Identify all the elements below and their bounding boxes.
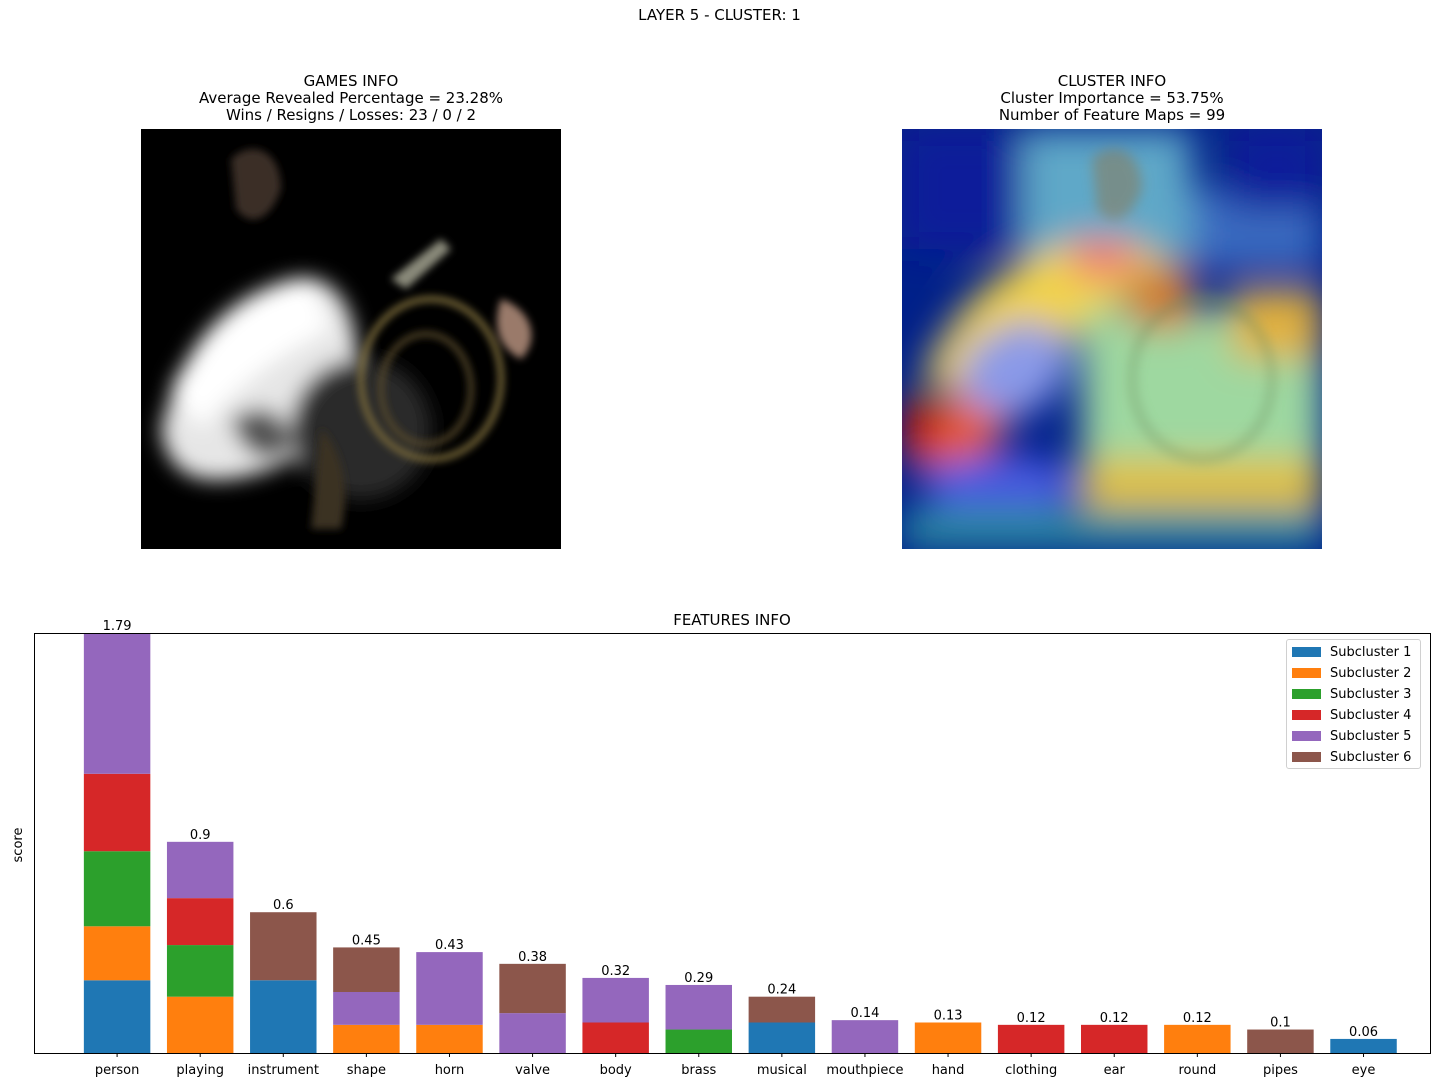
legend-item-subcluster-5: Subcluster 5 bbox=[1292, 728, 1411, 744]
x-tick-label-hand: hand bbox=[932, 1063, 965, 1078]
bar-value-label-hand: 0.13 bbox=[934, 1008, 963, 1023]
x-tick-label-mouthpiece: mouthpiece bbox=[826, 1063, 903, 1078]
bar-segment-shape-subcluster-2 bbox=[333, 1024, 400, 1053]
bar-segment-eye-subcluster-1 bbox=[1330, 1038, 1397, 1053]
x-tick-label-person: person bbox=[95, 1063, 140, 1078]
bar-value-label-musical: 0.24 bbox=[767, 983, 796, 998]
wins-resigns-losses-text: Wins / Resigns / Losses: 23 / 0 / 2 bbox=[225, 106, 477, 124]
bar-segment-valve-subcluster-5 bbox=[499, 1013, 566, 1053]
legend-swatch-subcluster-1 bbox=[1292, 647, 1321, 657]
bar-segment-musical-subcluster-6 bbox=[748, 996, 816, 1023]
legend-swatch-subcluster-6 bbox=[1292, 752, 1321, 762]
x-tick-label-musical: musical bbox=[757, 1063, 807, 1078]
legend-item-subcluster-6: Subcluster 6 bbox=[1292, 749, 1411, 765]
bar-segment-person-subcluster-4 bbox=[83, 773, 151, 852]
plot-frame bbox=[34, 633, 1431, 1054]
cluster-importance-text: Cluster Importance = 53.75% bbox=[1000, 89, 1224, 107]
x-tick-label-valve: valve bbox=[515, 1063, 550, 1078]
bar-value-label-clothing: 0.12 bbox=[1017, 1011, 1046, 1026]
bar-segment-musical-subcluster-1 bbox=[748, 1022, 816, 1053]
x-tick-label-brass: brass bbox=[681, 1063, 716, 1078]
bar-value-label-person: 1.79 bbox=[103, 619, 132, 634]
bar-segment-person-subcluster-3 bbox=[83, 851, 151, 927]
bar-segment-mouthpiece-subcluster-5 bbox=[831, 1020, 899, 1053]
chart-title: FEATURES INFO bbox=[673, 611, 791, 629]
bar-value-label-body: 0.32 bbox=[601, 964, 630, 979]
bar-value-label-eye: 0.06 bbox=[1349, 1025, 1378, 1040]
bar-segment-clothing-subcluster-4 bbox=[997, 1024, 1065, 1053]
bar-segment-instrument-subcluster-1 bbox=[250, 980, 317, 1053]
bar-value-label-mouthpiece: 0.14 bbox=[850, 1006, 879, 1021]
cluster-info-heading: CLUSTER INFO bbox=[1057, 72, 1167, 90]
bar-segment-instrument-subcluster-6 bbox=[250, 912, 317, 981]
legend-item-subcluster-4: Subcluster 4 bbox=[1292, 707, 1411, 723]
bar-value-label-shape: 0.45 bbox=[352, 933, 381, 948]
bar-segment-shape-subcluster-6 bbox=[333, 947, 400, 992]
bar-value-label-round: 0.12 bbox=[1183, 1011, 1212, 1026]
legend-label-subcluster-4: Subcluster 4 bbox=[1330, 707, 1412, 723]
bar-segment-person-subcluster-2 bbox=[83, 926, 151, 981]
bar-segment-playing-subcluster-4 bbox=[166, 898, 234, 946]
bar-segment-round-subcluster-2 bbox=[1164, 1024, 1231, 1053]
bar-value-label-brass: 0.29 bbox=[684, 971, 713, 986]
bar-segment-playing-subcluster-3 bbox=[166, 945, 234, 997]
x-tick-label-playing: playing bbox=[176, 1063, 224, 1078]
legend-label-subcluster-3: Subcluster 3 bbox=[1330, 686, 1412, 702]
legend-label-subcluster-2: Subcluster 2 bbox=[1330, 665, 1412, 681]
bar-segment-ear-subcluster-4 bbox=[1081, 1024, 1148, 1053]
x-tick-label-ear: ear bbox=[1104, 1063, 1126, 1078]
x-tick-label-instrument: instrument bbox=[248, 1063, 319, 1078]
bar-value-label-pipes: 0.1 bbox=[1270, 1016, 1291, 1031]
legend-label-subcluster-6: Subcluster 6 bbox=[1330, 749, 1412, 765]
cluster-info-title: CLUSTER INFO Cluster Importance = 53.75%… bbox=[902, 73, 1322, 124]
feature-maps-count-text: Number of Feature Maps = 99 bbox=[998, 106, 1226, 124]
figure-title: LAYER 5 - CLUSTER: 1 bbox=[638, 6, 801, 24]
bar-segment-brass-subcluster-5 bbox=[665, 984, 732, 1030]
bar-segment-horn-subcluster-5 bbox=[416, 952, 483, 1025]
heatmap-image bbox=[902, 129, 1322, 549]
x-tick-label-pipes: pipes bbox=[1263, 1063, 1298, 1078]
bar-segment-pipes-subcluster-6 bbox=[1247, 1029, 1314, 1053]
bar-segment-playing-subcluster-2 bbox=[166, 996, 234, 1053]
bar-value-label-valve: 0.38 bbox=[518, 950, 547, 965]
games-info-heading: GAMES INFO bbox=[303, 72, 399, 90]
bar-segment-horn-subcluster-2 bbox=[416, 1024, 483, 1053]
bar-value-label-ear: 0.12 bbox=[1100, 1011, 1129, 1026]
x-tick-label-body: body bbox=[600, 1063, 632, 1078]
bar-segment-body-subcluster-4 bbox=[582, 1022, 649, 1053]
x-tick-label-clothing: clothing bbox=[1005, 1063, 1057, 1078]
bar-segment-person-subcluster-1 bbox=[83, 980, 151, 1053]
bar-value-label-instrument: 0.6 bbox=[273, 898, 294, 913]
legend-swatch-subcluster-4 bbox=[1292, 710, 1321, 720]
legend-item-subcluster-2: Subcluster 2 bbox=[1292, 665, 1411, 681]
bar-segment-brass-subcluster-3 bbox=[665, 1029, 732, 1053]
bar-segment-person-subcluster-5 bbox=[83, 633, 151, 774]
legend-label-subcluster-1: Subcluster 1 bbox=[1330, 644, 1412, 660]
x-tick-label-eye: eye bbox=[1352, 1063, 1376, 1078]
bar-segment-valve-subcluster-6 bbox=[499, 963, 566, 1014]
x-tick-label-horn: horn bbox=[435, 1063, 465, 1078]
legend-label-subcluster-5: Subcluster 5 bbox=[1330, 728, 1412, 744]
bar-segment-hand-subcluster-2 bbox=[914, 1022, 982, 1053]
legend-swatch-subcluster-2 bbox=[1292, 668, 1321, 678]
games-info-title: GAMES INFO Average Revealed Percentage =… bbox=[141, 73, 561, 124]
chart-legend: Subcluster 1 Subcluster 2 Subcluster 3 Subc… bbox=[1286, 639, 1421, 769]
legend-swatch-subcluster-5 bbox=[1292, 731, 1321, 741]
legend-item-subcluster-3: Subcluster 3 bbox=[1292, 686, 1411, 702]
y-axis-label: score bbox=[11, 828, 26, 863]
bar-value-label-playing: 0.9 bbox=[190, 828, 211, 843]
bar-segment-shape-subcluster-5 bbox=[333, 991, 400, 1025]
bar-value-label-horn: 0.43 bbox=[435, 938, 464, 953]
revealed-percentage-text: Average Revealed Percentage = 23.28% bbox=[198, 89, 503, 107]
masked-image bbox=[141, 129, 561, 549]
legend-item-subcluster-1: Subcluster 1 bbox=[1292, 644, 1411, 660]
x-tick-label-shape: shape bbox=[347, 1063, 386, 1078]
x-tick-label-round: round bbox=[1178, 1063, 1216, 1078]
legend-swatch-subcluster-3 bbox=[1292, 689, 1321, 699]
bar-segment-body-subcluster-5 bbox=[582, 977, 649, 1023]
bar-segment-playing-subcluster-5 bbox=[166, 841, 234, 899]
